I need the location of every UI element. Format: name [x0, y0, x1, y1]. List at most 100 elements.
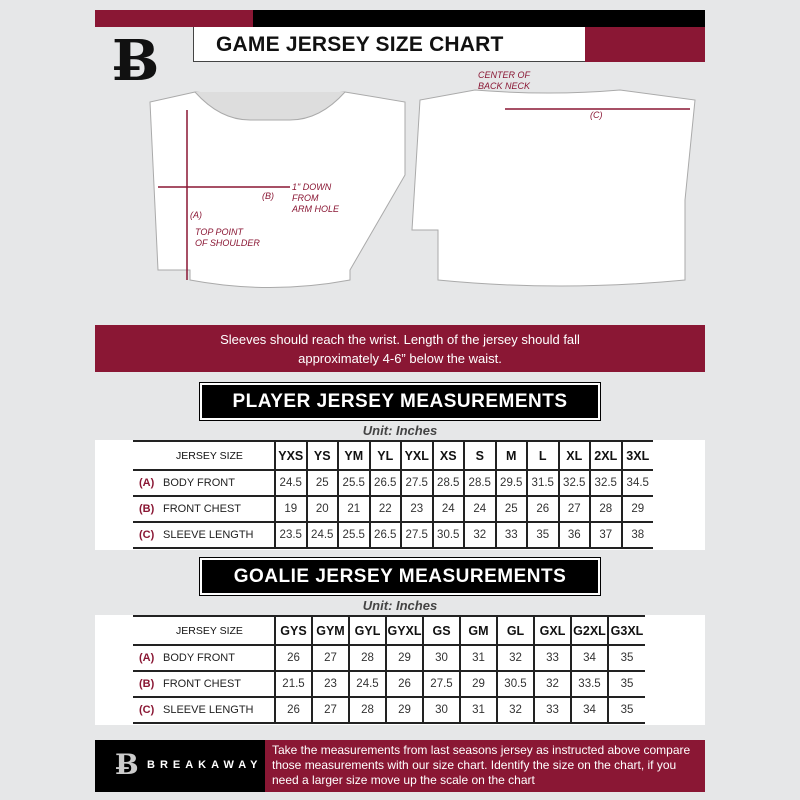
size-header: GYXL [385, 616, 423, 646]
size-header: G2XL [570, 616, 608, 646]
brand-logo: Ƀ [112, 28, 160, 94]
header-row: JERSEY SIZE GYS GYM GYL GYXL GS GM GL GXL G2XL G3X… [133, 616, 645, 646]
table-cell: 30.5 [431, 522, 464, 549]
table-row: (C) SLEEVE LENGTH 23.5 24.5 25.5 26.5 27.5 30.5… [133, 522, 653, 549]
banner-line: approximately 4-6” below the waist. [298, 351, 502, 366]
table-cell: 27.5 [400, 522, 433, 549]
table-cell: 32.5 [589, 470, 622, 497]
table-cell: 38 [620, 522, 653, 549]
table-cell: 35 [526, 522, 559, 549]
top-bar-dark [253, 10, 705, 27]
table-cell: 22 [368, 496, 401, 523]
table-cell: 35 [607, 645, 645, 672]
table-cell: 32 [463, 522, 496, 549]
table-cell: 27.5 [422, 671, 460, 698]
player-section-title: PLAYER JERSEY MEASUREMENTS [199, 382, 601, 421]
size-header: GYS [274, 616, 312, 646]
size-header: L [526, 441, 559, 471]
size-header: M [494, 441, 527, 471]
fit-instructions-banner: Sleeves should reach the wrist. Length o… [95, 325, 705, 372]
goalie-section-title: GOALIE JERSEY MEASUREMENTS [199, 557, 601, 596]
table-cell: 20 [305, 496, 338, 523]
table-cell: 31.5 [526, 470, 559, 497]
table-cell: 25 [494, 496, 527, 523]
table-cell: 26 [274, 697, 312, 724]
table-cell: 27.5 [400, 470, 433, 497]
table-cell: 32 [533, 671, 571, 698]
table-cell: 24 [431, 496, 464, 523]
label-a-desc: TOP POINT OF SHOULDER [195, 227, 260, 248]
table-row: (B) FRONT CHEST 21.5 23 24.5 26 27.5 29 30.5 32 33… [133, 671, 645, 698]
table-cell: 30.5 [496, 671, 534, 698]
row-label: (C) SLEEVE LENGTH [133, 697, 275, 724]
size-header: YM [337, 441, 370, 471]
size-header: YXS [274, 441, 307, 471]
table-cell: 28 [589, 496, 622, 523]
label-b: (B) [262, 191, 274, 201]
table-cell: 24.5 [305, 522, 338, 549]
table-cell: 35 [607, 697, 645, 724]
table-cell: 29 [385, 697, 423, 724]
row-label: (B) FRONT CHEST [133, 496, 275, 523]
table-cell: 27 [311, 697, 349, 724]
footer-instructions: Take the measurements from last seasons … [265, 740, 705, 792]
size-header: GS [422, 616, 460, 646]
table-cell: 29.5 [494, 470, 527, 497]
size-header: GM [459, 616, 497, 646]
table-row: (C) SLEEVE LENGTH 26 27 28 29 30 31 32 33 34 35 [133, 697, 645, 724]
top-bar-accent [95, 10, 253, 27]
table-cell: 35 [607, 671, 645, 698]
table-cell: 27 [311, 645, 349, 672]
goalie-unit: Unit: Inches [362, 598, 438, 613]
size-header: GXL [533, 616, 571, 646]
table-cell: 33 [494, 522, 527, 549]
row-name: FRONT CHEST [163, 678, 242, 690]
row-code: (A) [139, 652, 155, 664]
player-unit: Unit: Inches [362, 423, 438, 438]
table-cell: 36 [557, 522, 590, 549]
row-label: (C) SLEEVE LENGTH [133, 522, 275, 549]
size-header: XS [431, 441, 464, 471]
table-cell: 26.5 [368, 470, 401, 497]
table-cell: 21 [337, 496, 370, 523]
table-cell: 26 [274, 645, 312, 672]
row-code: (A) [139, 477, 155, 489]
table-cell: 28.5 [431, 470, 464, 497]
jersey-diagram [149, 89, 696, 288]
table-cell: 29 [459, 671, 497, 698]
size-header: 2XL [589, 441, 622, 471]
table-cell: 32.5 [557, 470, 590, 497]
table-cell: 34.5 [620, 470, 653, 497]
table-cell: 30 [422, 697, 460, 724]
table-cell: 19 [274, 496, 307, 523]
table-cell: 29 [385, 645, 423, 672]
table-row: (A) BODY FRONT 26 27 28 29 30 31 32 33 34 35 [133, 645, 645, 672]
table-cell: 24.5 [274, 470, 307, 497]
table-cell: 21.5 [274, 671, 312, 698]
table-cell: 32 [496, 645, 534, 672]
row-name: FRONT CHEST [163, 503, 242, 515]
table-cell: 33.5 [570, 671, 608, 698]
title-accent [585, 27, 705, 62]
footer-brand: Ƀ BREAKAWAY [95, 740, 265, 792]
table-cell: 29 [620, 496, 653, 523]
brand-name: BREAKAWAY [147, 759, 263, 771]
table-cell: 23.5 [274, 522, 307, 549]
banner-line: Sleeves should reach the wrist. Length o… [220, 332, 580, 347]
table-cell: 25.5 [337, 470, 370, 497]
table-cell: 25 [305, 470, 338, 497]
size-header: S [463, 441, 496, 471]
size-header: GYL [348, 616, 386, 646]
table-cell: 33 [533, 697, 571, 724]
table-cell: 28 [348, 697, 386, 724]
header-label: JERSEY SIZE [133, 616, 275, 646]
row-name: SLEEVE LENGTH [163, 529, 254, 541]
size-header: YXL [400, 441, 433, 471]
row-label: (A) BODY FRONT [133, 470, 275, 497]
size-header: YL [368, 441, 401, 471]
table-cell: 31 [459, 645, 497, 672]
row-name: BODY FRONT [163, 652, 235, 664]
table-cell: 32 [496, 697, 534, 724]
size-header: YS [305, 441, 338, 471]
table-cell: 26.5 [368, 522, 401, 549]
